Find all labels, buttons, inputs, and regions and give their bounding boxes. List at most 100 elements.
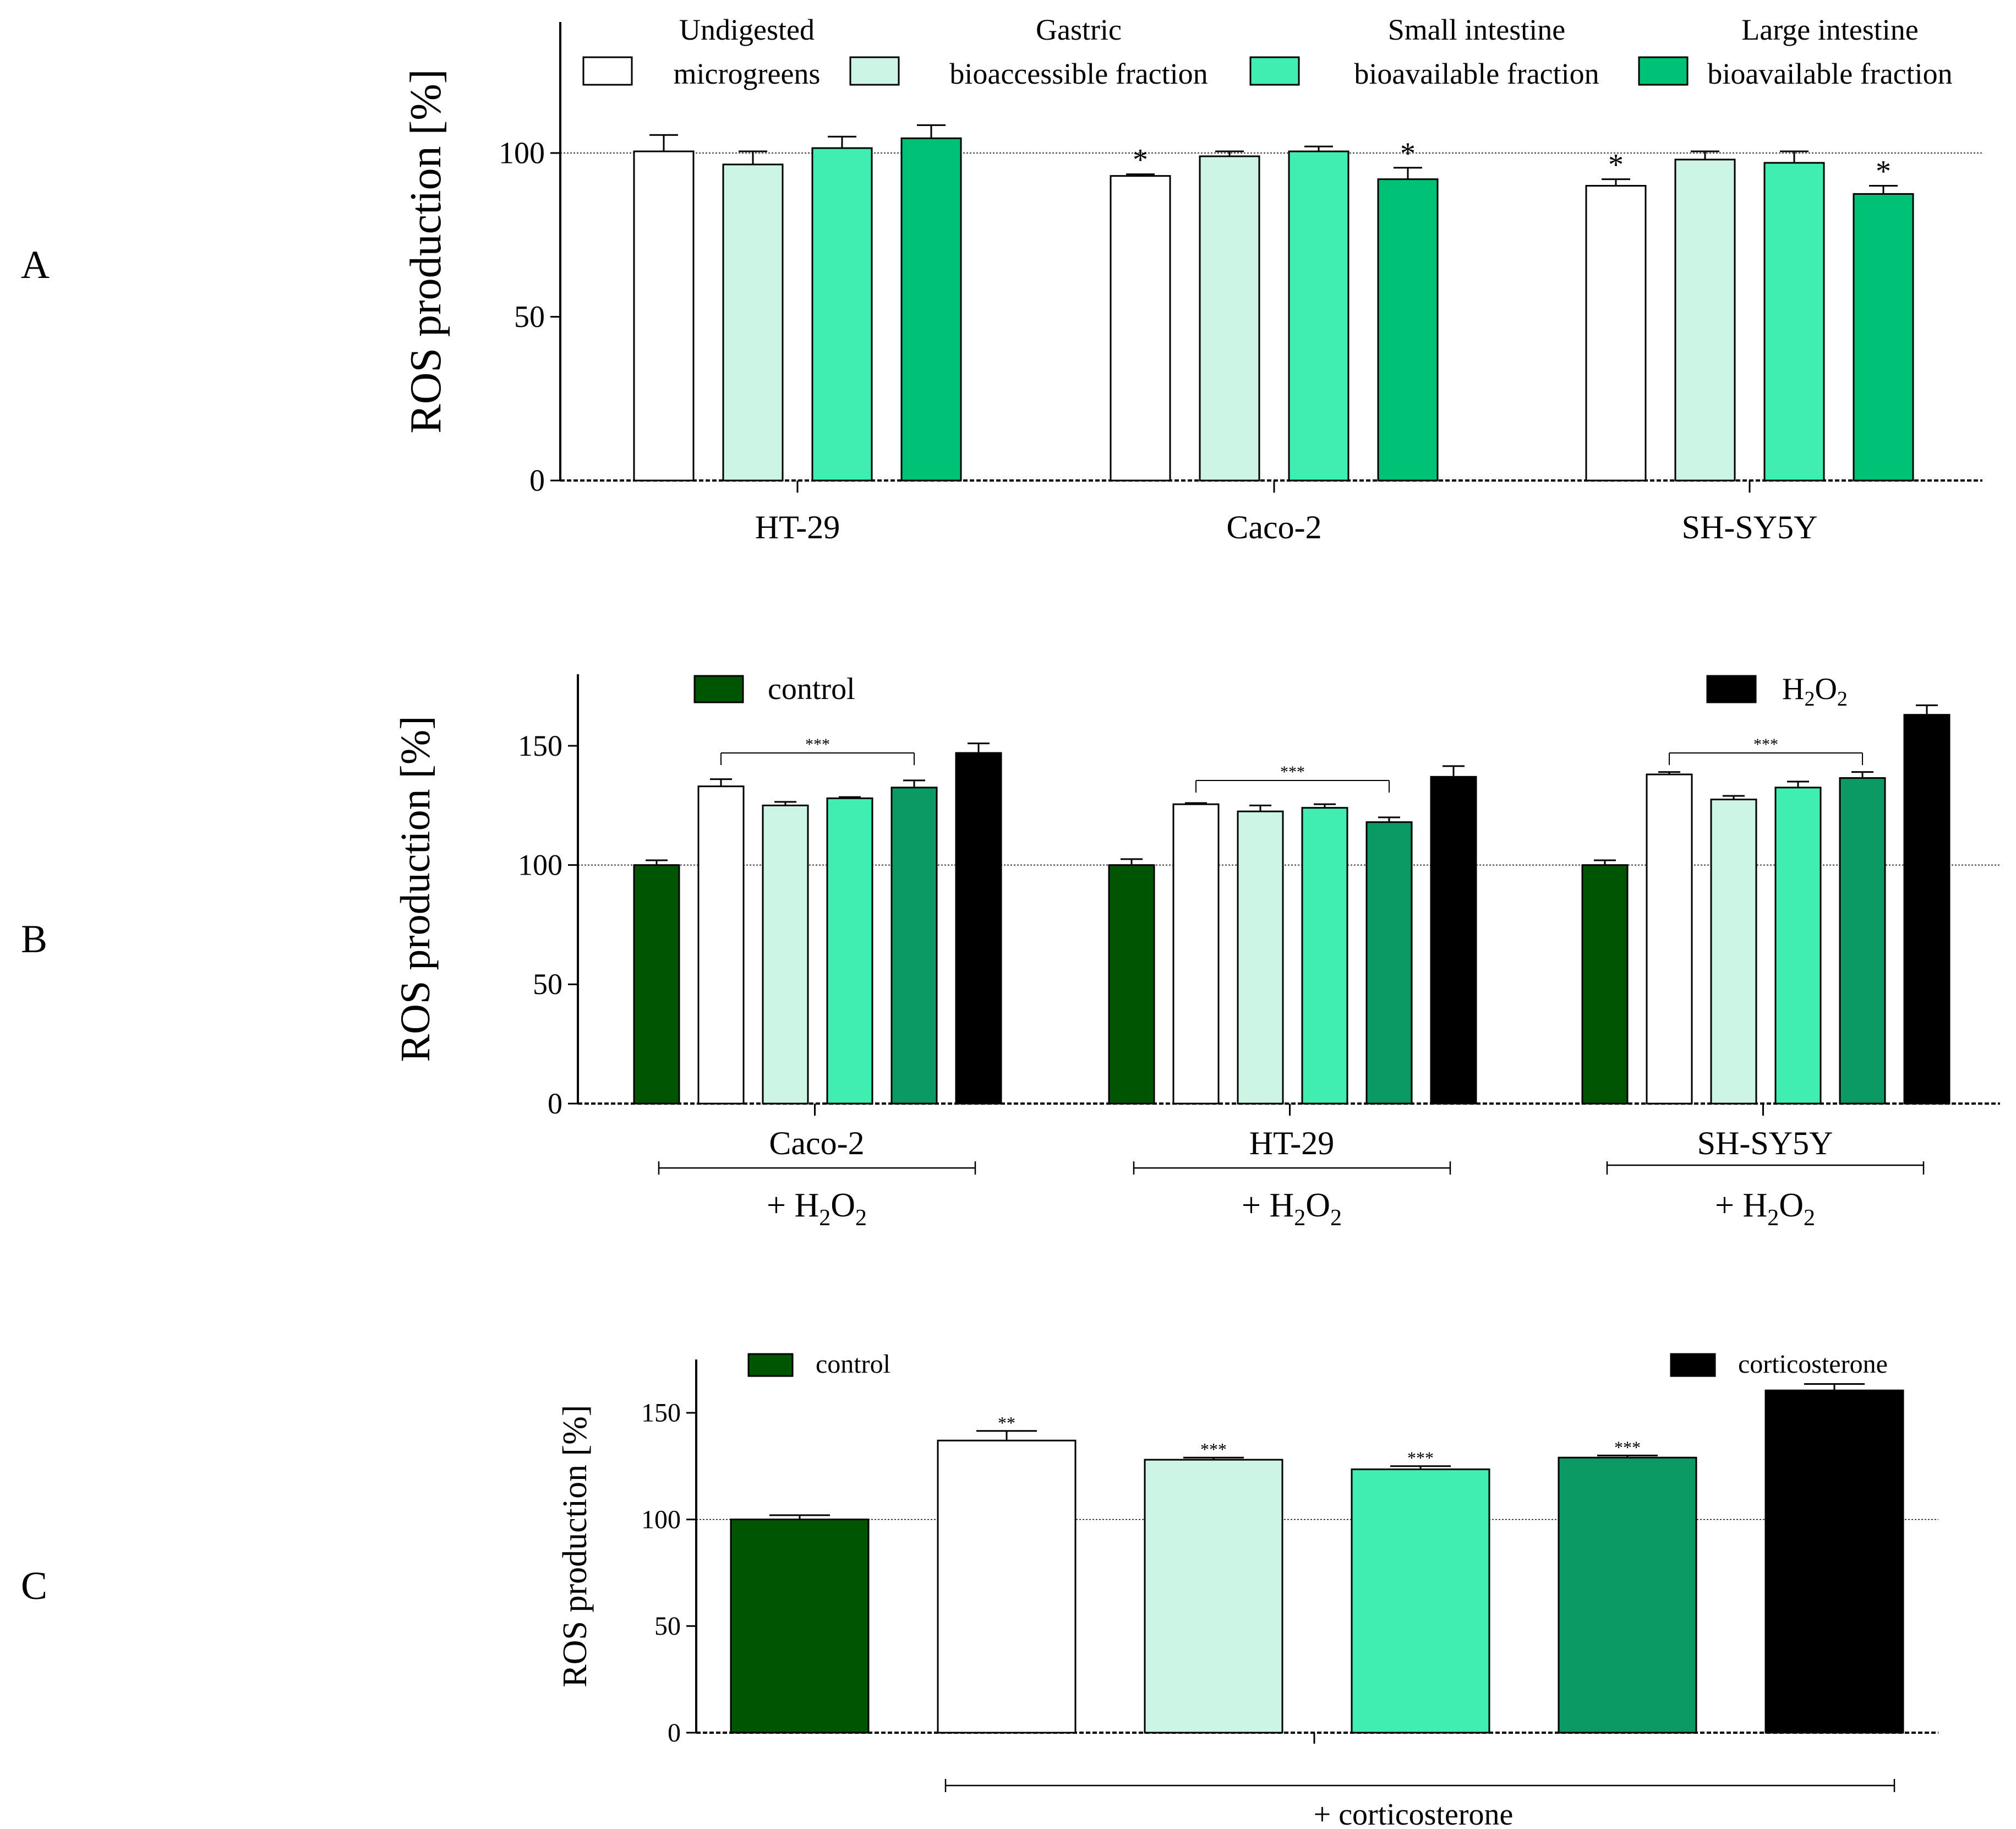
bar bbox=[1108, 864, 1155, 1105]
legend-swatch-h2o2 bbox=[1706, 675, 1757, 703]
bar bbox=[633, 864, 680, 1105]
legend-swatch-control bbox=[693, 675, 744, 703]
bar bbox=[1903, 714, 1951, 1105]
group-label-prefix: + H bbox=[1242, 1187, 1294, 1224]
significance-mark: * bbox=[1400, 137, 1416, 171]
bar bbox=[900, 137, 962, 482]
bar bbox=[1365, 821, 1413, 1105]
bar bbox=[1351, 1468, 1490, 1734]
legend-label-line1: Gastric bbox=[1036, 13, 1122, 46]
legend-label-h2o2: H2O2 bbox=[1782, 672, 1848, 711]
y-tick-label: 50 bbox=[514, 300, 545, 334]
y-axis-title: ROS production [%] bbox=[402, 69, 450, 433]
legend-subscript: 2 bbox=[1837, 687, 1848, 711]
bar bbox=[1558, 1456, 1697, 1734]
group-label-o: O bbox=[1305, 1187, 1330, 1224]
legend-label-line1: Undigested bbox=[679, 13, 815, 46]
significance-mark: *** bbox=[1614, 1437, 1641, 1457]
bar bbox=[1581, 864, 1629, 1105]
legend-label-line2: microgreens bbox=[674, 57, 821, 90]
bar bbox=[1710, 799, 1757, 1105]
legend-subscript: 2 bbox=[1804, 687, 1815, 711]
panel-label-a: A bbox=[21, 243, 50, 287]
bar bbox=[1674, 159, 1736, 482]
x-tick-label: HT-29 bbox=[1249, 1125, 1334, 1161]
significance-mark: *** bbox=[1280, 763, 1305, 781]
bar bbox=[1839, 777, 1886, 1105]
bar bbox=[890, 787, 938, 1105]
significance-mark: *** bbox=[1200, 1439, 1227, 1459]
y-tick-label: 100 bbox=[518, 848, 562, 881]
group-label-o: O bbox=[1779, 1187, 1804, 1224]
x-tick-label: HT-29 bbox=[755, 509, 840, 545]
bar bbox=[730, 1519, 870, 1734]
group-label-subscript: 2 bbox=[855, 1205, 867, 1231]
legend-swatch bbox=[849, 56, 900, 86]
bar bbox=[762, 804, 809, 1105]
panel-label-b: B bbox=[21, 917, 47, 961]
bar bbox=[1764, 1389, 1904, 1734]
bar bbox=[955, 752, 1002, 1105]
panel-label-c: C bbox=[21, 1564, 47, 1608]
group-label-o: O bbox=[831, 1187, 855, 1224]
legend-label-line2: bioavailable fraction bbox=[1707, 57, 1952, 90]
y-tick-label: 150 bbox=[518, 729, 562, 762]
bar bbox=[937, 1439, 1077, 1734]
significance-mark: *** bbox=[1407, 1448, 1434, 1468]
legend-label-control: control bbox=[816, 1350, 890, 1379]
x-tick-label: Caco-2 bbox=[1226, 509, 1321, 545]
bar bbox=[1199, 155, 1260, 482]
bar bbox=[1110, 175, 1171, 482]
legend-label-line1: Small intestine bbox=[1388, 13, 1565, 46]
bar bbox=[1853, 193, 1914, 482]
legend-o: O bbox=[1815, 672, 1837, 706]
y-tick-label: 100 bbox=[641, 1505, 681, 1534]
legend-h: H bbox=[1782, 672, 1804, 706]
legend-swatch bbox=[1638, 56, 1689, 86]
significance-mark: * bbox=[1133, 143, 1148, 177]
group-label-prefix: + H bbox=[1715, 1187, 1767, 1224]
y-tick-label: 0 bbox=[668, 1718, 681, 1748]
y-tick-label: 50 bbox=[533, 968, 562, 1001]
y-tick-label: 0 bbox=[529, 463, 545, 498]
group-label-corticosterone: + corticosterone bbox=[1314, 1798, 1514, 1829]
bar bbox=[722, 163, 784, 482]
group-label-subscript: 2 bbox=[1330, 1205, 1342, 1231]
legend-label-control: control bbox=[768, 672, 855, 706]
bar bbox=[1144, 1459, 1283, 1734]
y-tick-label: 100 bbox=[499, 136, 545, 170]
legend-label-line1: Large intestine bbox=[1741, 13, 1918, 46]
bar bbox=[1763, 162, 1825, 482]
bar bbox=[1774, 787, 1822, 1105]
significance-mark: * bbox=[1876, 155, 1891, 189]
bar bbox=[697, 785, 745, 1105]
x-tick-label: Caco-2 bbox=[769, 1125, 864, 1161]
legend-label-corticosterone: corticosterone bbox=[1738, 1350, 1888, 1379]
legend-label-line2: bioaccessible fraction bbox=[949, 57, 1208, 90]
group-label-h2o2: + H2O2 bbox=[767, 1187, 867, 1231]
y-tick-label: 50 bbox=[654, 1612, 681, 1641]
significance-mark: *** bbox=[1753, 735, 1778, 754]
bar bbox=[633, 150, 695, 482]
bar bbox=[1585, 185, 1647, 482]
bar bbox=[811, 147, 873, 482]
y-axis-title: ROS production [%] bbox=[556, 1405, 594, 1687]
chart-panel-a: 0 50 100 ROS production [%] HT-29 * * Caco-2 * * S… bbox=[402, 13, 1982, 545]
bar bbox=[1237, 810, 1284, 1105]
legend-swatch bbox=[582, 56, 633, 86]
significance-mark: ** bbox=[998, 1413, 1015, 1433]
bar bbox=[1377, 178, 1439, 482]
group-label-subscript: 2 bbox=[1294, 1205, 1305, 1231]
bar bbox=[1646, 773, 1693, 1105]
y-axis-title: ROS production [%] bbox=[392, 716, 439, 1062]
group-label-h2o2: + H2O2 bbox=[1715, 1187, 1815, 1231]
legend-label-line2: bioavailable fraction bbox=[1354, 57, 1599, 90]
bar bbox=[1301, 807, 1348, 1105]
bar bbox=[1288, 150, 1350, 482]
x-tick-label: SH-SY5Y bbox=[1697, 1125, 1833, 1161]
group-label-subscript: 2 bbox=[1804, 1205, 1815, 1231]
bar bbox=[826, 797, 873, 1105]
